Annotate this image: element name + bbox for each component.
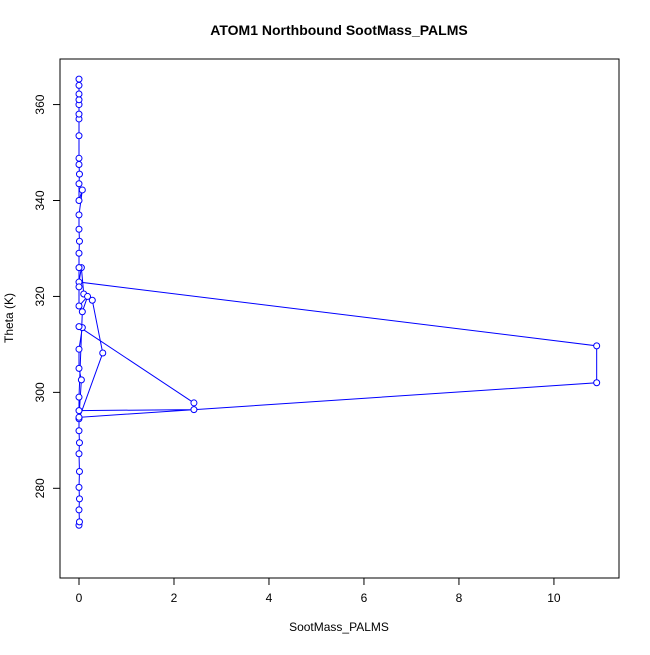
data-point — [75, 468, 83, 476]
data-point — [77, 376, 85, 384]
y-tick-label: 360 — [33, 94, 47, 114]
data-point — [75, 110, 83, 118]
data-point — [75, 483, 83, 491]
data-point — [593, 379, 601, 387]
y-tick-label: 280 — [33, 478, 47, 498]
data-point — [75, 237, 83, 245]
data-point — [75, 132, 83, 140]
x-tick-label: 6 — [361, 591, 368, 605]
data-point — [190, 399, 198, 407]
data-point — [75, 197, 83, 205]
y-tick-label: 320 — [33, 286, 47, 306]
data-line — [78, 79, 598, 526]
data-point — [88, 296, 96, 304]
plot-frame — [59, 58, 620, 579]
data-point — [593, 342, 601, 350]
x-tick-label: 0 — [76, 591, 83, 605]
data-point — [75, 323, 83, 331]
y-tick-label: 340 — [33, 190, 47, 210]
x-tick-label: 8 — [456, 591, 463, 605]
x-tick-label: 4 — [266, 591, 273, 605]
data-point — [78, 308, 86, 316]
data-point — [75, 427, 83, 435]
y-tick-label: 300 — [33, 382, 47, 402]
data-point — [78, 186, 86, 194]
data-point — [75, 407, 83, 415]
data-point — [75, 518, 83, 526]
data-point — [75, 96, 83, 104]
data-point — [75, 345, 83, 353]
data-point — [75, 170, 83, 178]
data-point — [75, 154, 83, 162]
chart-title: ATOM1 Northbound SootMass_PALMS — [210, 22, 467, 38]
x-tick-label: 10 — [547, 591, 561, 605]
data-point — [75, 81, 83, 89]
data-point — [75, 180, 83, 188]
data-point — [75, 249, 83, 257]
data-point — [75, 161, 83, 169]
data-point — [75, 413, 83, 421]
data-point — [84, 292, 92, 300]
data-point — [75, 506, 83, 514]
data-point — [75, 302, 83, 310]
data-point — [75, 439, 83, 447]
data-point — [75, 450, 83, 458]
data-point — [75, 90, 83, 98]
data-point — [75, 364, 83, 372]
data-point — [75, 495, 83, 503]
x-axis-label: SootMass_PALMS — [289, 620, 389, 634]
data-point — [75, 393, 83, 401]
data-point — [75, 75, 83, 83]
data-point — [190, 406, 198, 414]
data-point — [75, 264, 83, 272]
data-point — [99, 349, 107, 357]
data-point — [75, 211, 83, 219]
data-point — [75, 225, 83, 233]
data-point — [75, 283, 83, 291]
y-axis-label: Theta (K) — [2, 293, 16, 343]
x-tick-label: 2 — [171, 591, 178, 605]
